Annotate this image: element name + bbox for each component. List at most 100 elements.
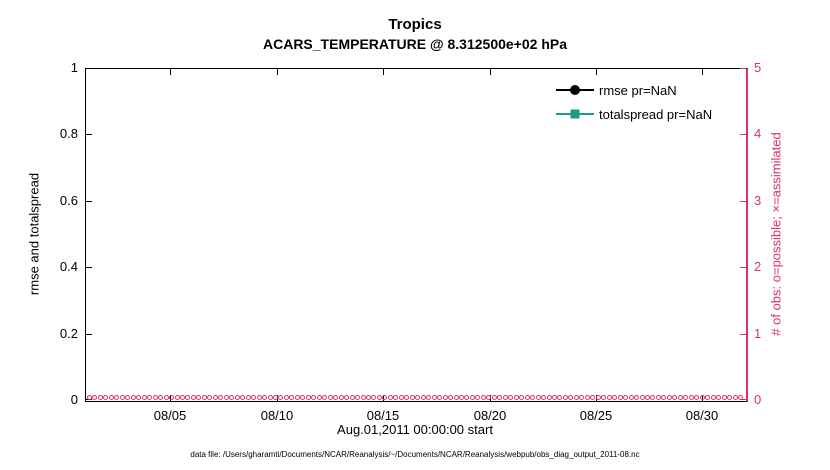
obs-possible-marker (246, 395, 251, 400)
obs-possible-marker (87, 395, 92, 400)
obs-possible-marker (153, 395, 158, 400)
x-tick-top (490, 69, 491, 75)
x-tick-label: 08/20 (473, 408, 507, 423)
obs-possible-marker (443, 395, 448, 400)
data-file-caption: data file: /Users/gharamti/Documents/NCA… (190, 450, 640, 459)
obs-possible-marker (306, 395, 311, 400)
obs-possible-marker (136, 395, 141, 400)
obs-possible-marker (541, 395, 546, 400)
obs-possible-marker (169, 395, 174, 400)
x-tick-label: 08/05 (153, 408, 187, 423)
obs-possible-marker (388, 395, 393, 400)
obs-possible-marker (191, 395, 196, 400)
obs-possible-marker (650, 395, 655, 400)
obs-possible-marker (579, 395, 584, 400)
obs-possible-marker (175, 395, 180, 400)
y-tick-label-right: 4 (754, 126, 762, 141)
obs-possible-marker (700, 395, 705, 400)
legend-item-rmse: rmse pr=NaN (556, 78, 712, 102)
y-tick-left (86, 334, 92, 335)
obs-possible-marker (350, 395, 355, 400)
obs-possible-marker (503, 395, 508, 400)
obs-possible-marker (300, 395, 305, 400)
legend-marker-rmse-circle-icon (570, 85, 580, 95)
obs-possible-marker (689, 395, 694, 400)
obs-possible-marker (738, 395, 743, 400)
obs-possible-marker (508, 395, 513, 400)
obs-possible-marker (344, 395, 349, 400)
obs-possible-marker (355, 395, 360, 400)
obs-possible-marker (667, 395, 672, 400)
obs-possible-marker (585, 395, 590, 400)
obs-possible-marker (273, 395, 278, 400)
obs-possible-marker (640, 395, 645, 400)
obs-possible-marker (733, 395, 738, 400)
y-tick-label-right: 2 (754, 259, 762, 274)
obs-possible-marker (530, 395, 535, 400)
legend-marker-totalspread-square-icon (570, 109, 580, 119)
y-tick-left (86, 267, 92, 268)
obs-possible-marker (339, 395, 344, 400)
y-tick-label-left: 0.6 (59, 193, 78, 208)
legend: rmse pr=NaN totalspread pr=NaN (556, 78, 712, 126)
title-block: Tropics ACARS_TEMPERATURE @ 8.312500e+02… (0, 16, 830, 52)
obs-possible-marker (114, 395, 119, 400)
obs-possible-marker (371, 395, 376, 400)
legend-label-rmse: rmse pr=NaN (599, 82, 677, 98)
obs-possible-marker (618, 395, 623, 400)
x-tick-top (170, 69, 171, 75)
y-tick-label-left: 0.2 (59, 326, 78, 341)
y-tick-label-left: 0 (70, 392, 78, 407)
obs-possible-marker (601, 395, 606, 400)
obs-possible-marker (629, 395, 634, 400)
obs-possible-marker (109, 395, 114, 400)
obs-possible-marker (317, 395, 322, 400)
obs-possible-marker (158, 395, 163, 400)
obs-possible-marker (705, 395, 710, 400)
y-tick-left (86, 68, 92, 69)
obs-possible-marker (432, 395, 437, 400)
obs-possible-marker (607, 395, 612, 400)
obs-possible-marker (557, 395, 562, 400)
obs-possible-marker (459, 395, 464, 400)
obs-possible-marker (497, 395, 502, 400)
obs-possible-marker (328, 395, 333, 400)
obs-possible-marker (486, 395, 491, 400)
obs-possible-marker (399, 395, 404, 400)
obs-possible-marker (322, 395, 327, 400)
obs-possible-marker (196, 395, 201, 400)
y-tick-left (86, 201, 92, 202)
obs-possible-marker (672, 395, 677, 400)
obs-possible-marker (481, 395, 486, 400)
obs-possible-marker (678, 395, 683, 400)
obs-possible-marker (103, 395, 108, 400)
obs-possible-marker (262, 395, 267, 400)
obs-possible-marker (377, 395, 382, 400)
obs-possible-marker (552, 395, 557, 400)
obs-possible-marker (147, 395, 152, 400)
y-tick-label-left: 0.4 (59, 259, 78, 274)
x-tick-top (383, 69, 384, 75)
x-tick-top (596, 69, 597, 75)
legend-item-totalspread: totalspread pr=NaN (556, 102, 712, 126)
obs-possible-marker (421, 395, 426, 400)
obs-possible-marker (404, 395, 409, 400)
chart-subtitle: ACARS_TEMPERATURE @ 8.312500e+02 hPa (262, 36, 567, 52)
obs-possible-marker (475, 395, 480, 400)
obs-possible-marker (131, 395, 136, 400)
obs-possible-marker (180, 395, 185, 400)
obs-possible-marker (218, 395, 223, 400)
y-tick-right (740, 201, 746, 202)
obs-possible-marker (722, 395, 727, 400)
y-axis-label-left: rmse and totalspread (26, 172, 42, 296)
y-tick-right (740, 68, 746, 69)
obs-possible-marker (623, 395, 628, 400)
obs-possible-marker (229, 395, 234, 400)
obs-possible-marker (213, 395, 218, 400)
obs-possible-marker (393, 395, 398, 400)
obs-possible-marker (492, 395, 497, 400)
obs-possible-marker (257, 395, 262, 400)
x-tick-label: 08/30 (685, 408, 719, 423)
y-tick-right (740, 334, 746, 335)
